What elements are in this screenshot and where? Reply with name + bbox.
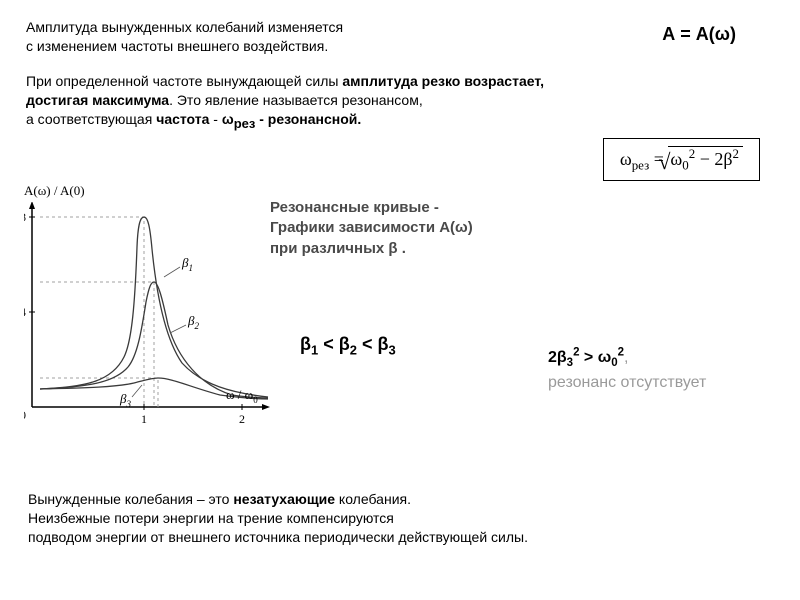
no-resonance-condition: 2β32 > ω02, резонанс отсутствует: [548, 346, 706, 394]
nr-comma: ,: [624, 349, 628, 366]
nr-gt: >: [579, 349, 597, 366]
p2-t3a: а соответствующая: [26, 111, 156, 127]
bo-s2: 2: [350, 343, 357, 358]
b-l1c: колебания.: [335, 491, 411, 507]
b-l1a: Вынужденные колебания – это: [28, 491, 233, 507]
f-bsup: 2: [733, 146, 739, 161]
nr-b: β: [557, 349, 567, 366]
ytick-0: 0: [24, 408, 26, 422]
dash-1: [40, 217, 144, 407]
p2-t1b: амплитуда резко возрастает,: [342, 73, 544, 89]
f-inw: ω: [670, 149, 682, 169]
f-wsub: рез: [632, 158, 650, 173]
beta-ordering: β1 < β2 < β3: [300, 332, 396, 359]
bo-b2: β: [339, 334, 350, 354]
x-arrow-icon: [262, 404, 270, 410]
p2-t3d: ω: [222, 111, 234, 127]
p2-t3e: рез: [234, 115, 256, 130]
rc-l2: Графики зависимости А(ω): [270, 219, 473, 236]
bottom-paragraph: Вынужденные колебания – это незатухающие…: [28, 490, 758, 547]
lbl-beta2: β2: [187, 313, 199, 331]
bo-lt2: <: [357, 334, 378, 354]
intro-line1: Амплитуда вынужденных колебаний изменяет…: [26, 19, 343, 35]
p2-t3f: - резонансной.: [255, 111, 361, 127]
bo-s3: 3: [388, 343, 395, 358]
resonance-paragraph: При определенной частоте вынуждающей сил…: [26, 72, 746, 132]
ytick-4: 4: [24, 305, 26, 319]
bo-b1: β: [300, 334, 311, 354]
bo-lt1: <: [318, 334, 339, 354]
resonance-frequency-formula: ωрез = ω02 − 2β2√: [603, 138, 760, 181]
ytick-8: 8: [24, 210, 26, 224]
b-l3: подводом энергии от внешнего источника п…: [28, 529, 528, 545]
eq-amplitude: А = А(ω): [662, 22, 736, 46]
f-sqrt: √: [658, 147, 670, 177]
y-axis-label: A(ω) / A(0): [24, 182, 272, 200]
rc-l1: Резонансные кривые -: [270, 199, 439, 216]
bo-b3: β: [377, 334, 388, 354]
chart-svg: 8 4 0 1 2 β1 β2: [24, 202, 272, 432]
b-l1b: незатухающие: [233, 491, 335, 507]
p2-t1a: При определенной частоте вынуждающей сил…: [26, 73, 342, 89]
nr-txt: резонанс отсутствует: [548, 374, 706, 391]
lbl-beta1: β1: [181, 255, 193, 273]
p2-t3c: -: [209, 111, 221, 127]
b-l2: Неизбежные потери энергии на трение комп…: [28, 510, 394, 526]
nr-s3: 3: [567, 358, 573, 370]
resonance-chart: A(ω) / A(0) 8 4 0 1 2: [24, 182, 272, 436]
p2-t2b: . Это явление называется резонансом,: [169, 92, 423, 108]
f-minus: − 2β: [695, 149, 732, 169]
p2-t2a: достигая максимума: [26, 92, 169, 108]
p2-t3b: частота: [156, 111, 209, 127]
xtick-2: 2: [239, 412, 245, 426]
y-arrow-icon: [29, 202, 35, 209]
nr-w: ω: [598, 349, 612, 366]
f-w: ω: [620, 149, 632, 169]
nr-2: 2: [548, 349, 557, 366]
intro-text: Амплитуда вынужденных колебаний изменяет…: [26, 18, 431, 56]
resonance-curves-caption: Резонансные кривые - Графики зависимости…: [270, 198, 560, 259]
x-axis-label: ω / ω0: [226, 387, 258, 405]
rc-l3: при различных β .: [270, 240, 406, 257]
nr-w0: 0: [611, 358, 617, 370]
intro-line2: с изменением частоты внешнего воздействи…: [26, 38, 328, 54]
xtick-1: 1: [141, 412, 147, 426]
